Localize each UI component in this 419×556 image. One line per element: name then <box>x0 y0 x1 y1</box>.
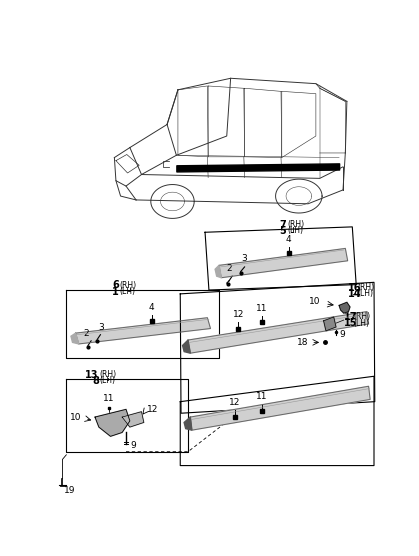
Text: 7: 7 <box>279 220 287 230</box>
Text: (RH): (RH) <box>287 220 304 229</box>
Text: 14: 14 <box>349 289 362 299</box>
Polygon shape <box>183 340 190 353</box>
Text: 9: 9 <box>339 330 345 339</box>
Text: 4: 4 <box>286 235 292 244</box>
Text: 3: 3 <box>98 322 104 331</box>
Polygon shape <box>190 386 370 430</box>
Polygon shape <box>122 411 144 427</box>
Text: 3: 3 <box>242 254 248 263</box>
Text: 5: 5 <box>279 226 287 236</box>
Text: 11: 11 <box>256 304 267 313</box>
Text: 12: 12 <box>147 405 158 414</box>
Text: 8: 8 <box>92 376 99 386</box>
Text: 1: 1 <box>112 286 119 296</box>
Text: (RH): (RH) <box>353 312 370 321</box>
Text: (RH): (RH) <box>120 281 137 290</box>
Polygon shape <box>339 302 350 313</box>
Text: 2: 2 <box>84 329 89 337</box>
Text: 13: 13 <box>85 370 99 380</box>
Polygon shape <box>95 409 130 436</box>
Text: (LH): (LH) <box>100 376 116 385</box>
Polygon shape <box>219 249 348 277</box>
Text: 10: 10 <box>309 297 321 306</box>
Text: 10: 10 <box>70 413 82 421</box>
Text: 16: 16 <box>349 282 362 292</box>
Text: (LH): (LH) <box>120 287 136 296</box>
Text: 12: 12 <box>229 398 240 407</box>
Polygon shape <box>188 311 369 353</box>
Text: 18: 18 <box>297 338 308 347</box>
Polygon shape <box>184 417 192 430</box>
Polygon shape <box>75 317 210 344</box>
Text: 11: 11 <box>103 394 115 403</box>
Text: 17: 17 <box>344 312 357 322</box>
Text: 19: 19 <box>64 486 75 495</box>
Text: (RH): (RH) <box>100 370 117 379</box>
Polygon shape <box>71 333 79 344</box>
Text: (LH): (LH) <box>353 319 369 327</box>
Text: 12: 12 <box>233 310 244 319</box>
Text: (LH): (LH) <box>358 289 374 299</box>
Text: (RH): (RH) <box>358 283 375 292</box>
Text: 6: 6 <box>112 280 119 290</box>
Polygon shape <box>323 317 336 331</box>
Text: (LH): (LH) <box>287 226 303 235</box>
Polygon shape <box>215 265 221 277</box>
Text: 9: 9 <box>130 441 136 450</box>
Text: 15: 15 <box>344 318 357 328</box>
Text: 11: 11 <box>256 392 267 401</box>
Text: 4: 4 <box>149 302 154 311</box>
Text: 2: 2 <box>226 264 232 273</box>
